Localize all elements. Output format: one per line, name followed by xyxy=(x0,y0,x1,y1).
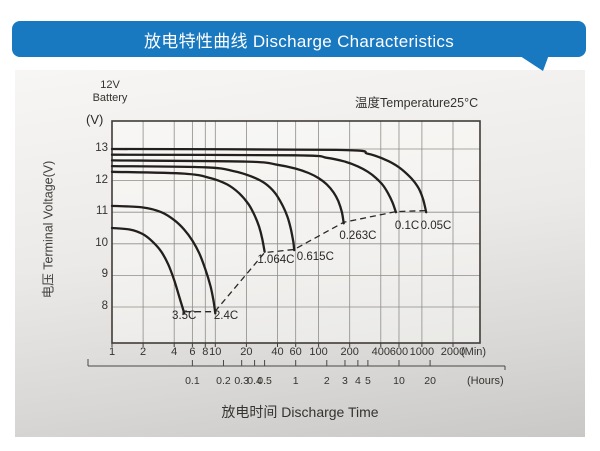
x-tick-label-hours: 20 xyxy=(424,375,436,387)
y-axis-unit-label: (V) xyxy=(86,112,104,127)
x-tick-label-hours: 0.2 xyxy=(216,375,231,387)
y-tick-label: 11 xyxy=(96,205,108,218)
x-tick-label-min: 6 xyxy=(189,346,196,358)
x-axis-title: 放电时间 Discharge Time xyxy=(221,404,379,420)
x-tick-label-min: 400 xyxy=(371,346,390,358)
x-tick-label-min: 2000 xyxy=(440,346,466,358)
x-tick-label-hours: 1 xyxy=(292,375,299,387)
y-axis-title: 电压 Terminal Voltage(V) xyxy=(41,160,56,299)
y-tick-label: 9 xyxy=(101,268,108,281)
x-tick-label-min: 10 xyxy=(209,346,222,358)
x-axis-hours-unit: (Hours) xyxy=(467,375,504,387)
y-tick-label: 10 xyxy=(95,236,108,249)
x-tick-label-hours: 2 xyxy=(323,375,330,387)
x-tick-label-hours: 3 xyxy=(342,375,348,387)
curve-label-0.05C: 0.05C xyxy=(420,220,452,233)
x-tick-label-min: 1000 xyxy=(409,346,435,358)
x-axis-minutes-unit: (Min) xyxy=(461,346,487,358)
page-title: 放电特性曲线 Discharge Characteristics xyxy=(144,31,454,51)
battery-type-label-line2: Battery xyxy=(92,92,128,104)
curve-label-2.4C: 2.4C xyxy=(213,310,239,323)
battery-type-label-line1: 12V xyxy=(100,79,120,91)
x-tick-label-min: 100 xyxy=(309,346,328,358)
x-tick-label-min: 8 xyxy=(202,346,209,358)
x-tick-label-min: 2 xyxy=(140,346,147,358)
curve-label-3.5C: 3.5C xyxy=(172,310,197,323)
x-tick-label-min: 20 xyxy=(240,346,253,358)
x-tick-label-min: 60 xyxy=(289,346,302,358)
curve-label-0.1C: 0.1C xyxy=(394,220,420,233)
x-tick-label-hours: 5 xyxy=(364,375,371,387)
y-tick-label: 13 xyxy=(95,142,108,154)
curve-label-0.615C: 0.615C xyxy=(296,250,334,263)
y-tick-label: 12 xyxy=(95,173,108,186)
x-tick-label-min: 1 xyxy=(108,346,116,358)
curve-label-0.263C: 0.263C xyxy=(339,229,377,242)
x-tick-label-min: 600 xyxy=(389,346,409,358)
x-tick-label-min: 200 xyxy=(340,346,359,358)
y-tick-label: 8 xyxy=(101,300,108,312)
x-tick-label-hours: 0.3 xyxy=(234,375,249,387)
temperature-note: 温度Temperature25°C xyxy=(355,96,479,110)
x-tick-label-hours: 4 xyxy=(354,375,361,387)
x-tick-label-hours: 0.4 xyxy=(247,375,262,387)
x-tick-label-min: 40 xyxy=(271,346,284,358)
curve-label-1.064C: 1.064C xyxy=(257,253,295,266)
x-tick-label-hours: 10 xyxy=(393,375,405,387)
x-tick-label-hours: 0.1 xyxy=(185,375,200,387)
x-tick-label-min: 4 xyxy=(171,346,178,358)
title-banner: 放电特性曲线 Discharge Characteristics xyxy=(12,21,586,57)
x-tick-label-hours: 0.5 xyxy=(257,375,272,387)
